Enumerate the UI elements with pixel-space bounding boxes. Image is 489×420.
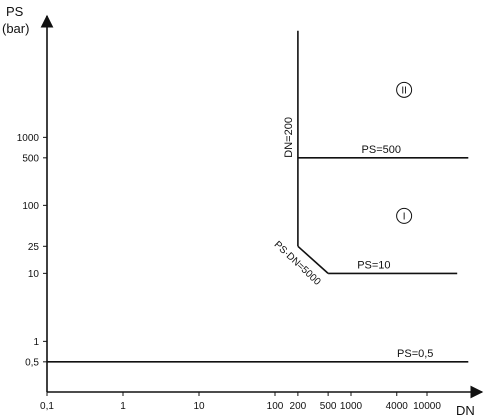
line-label: PS=10 [357, 259, 390, 271]
y-tick-label: 500 [22, 153, 39, 164]
y-axis-title: PS [6, 4, 24, 19]
line-label: PS=500 [362, 144, 401, 156]
x-tick-label: 10000 [413, 401, 441, 412]
y-tick-label: 100 [22, 201, 39, 212]
y-ticks: 0,5 1 10 25 100 500 1000 [17, 133, 47, 368]
boundary-lines [47, 30, 469, 363]
line-label: PS=0,5 [397, 348, 433, 360]
y-tick-label: 1000 [17, 133, 40, 144]
region-circle [396, 207, 413, 224]
x-tick-label: 4000 [386, 401, 409, 412]
region-circle [396, 81, 413, 98]
y-tick-label: 0,5 [25, 357, 39, 368]
x-ticks: 0,1 1 10 100 200 500 1000 4000 10000 [40, 392, 441, 412]
region-label: II [401, 85, 407, 96]
boundary-line [297, 245, 329, 274]
x-tick-label: 10 [193, 401, 205, 412]
y-tick-label: 1 [33, 337, 39, 348]
x-axis-title: DN [456, 403, 475, 418]
line-label: PS·DN=5000 [272, 239, 323, 288]
x-tick-label: 200 [290, 401, 307, 412]
x-tick-label: 1000 [340, 401, 363, 412]
x-tick-label: 1 [120, 401, 126, 412]
x-tick-label: 500 [320, 401, 337, 412]
line-labels: PS=0,5 PS=500 PS=10 DN=200 PS·DN=5000 [272, 117, 434, 360]
y-axis-unit: (bar) [2, 21, 29, 36]
x-tick-label: 100 [267, 401, 284, 412]
line-label: DN=200 [283, 117, 295, 158]
region-label: I [403, 211, 406, 222]
y-tick-label: 10 [28, 269, 40, 280]
y-tick-label: 25 [28, 242, 40, 253]
region-markers: III [396, 81, 413, 224]
x-tick-label: 0,1 [40, 401, 54, 412]
